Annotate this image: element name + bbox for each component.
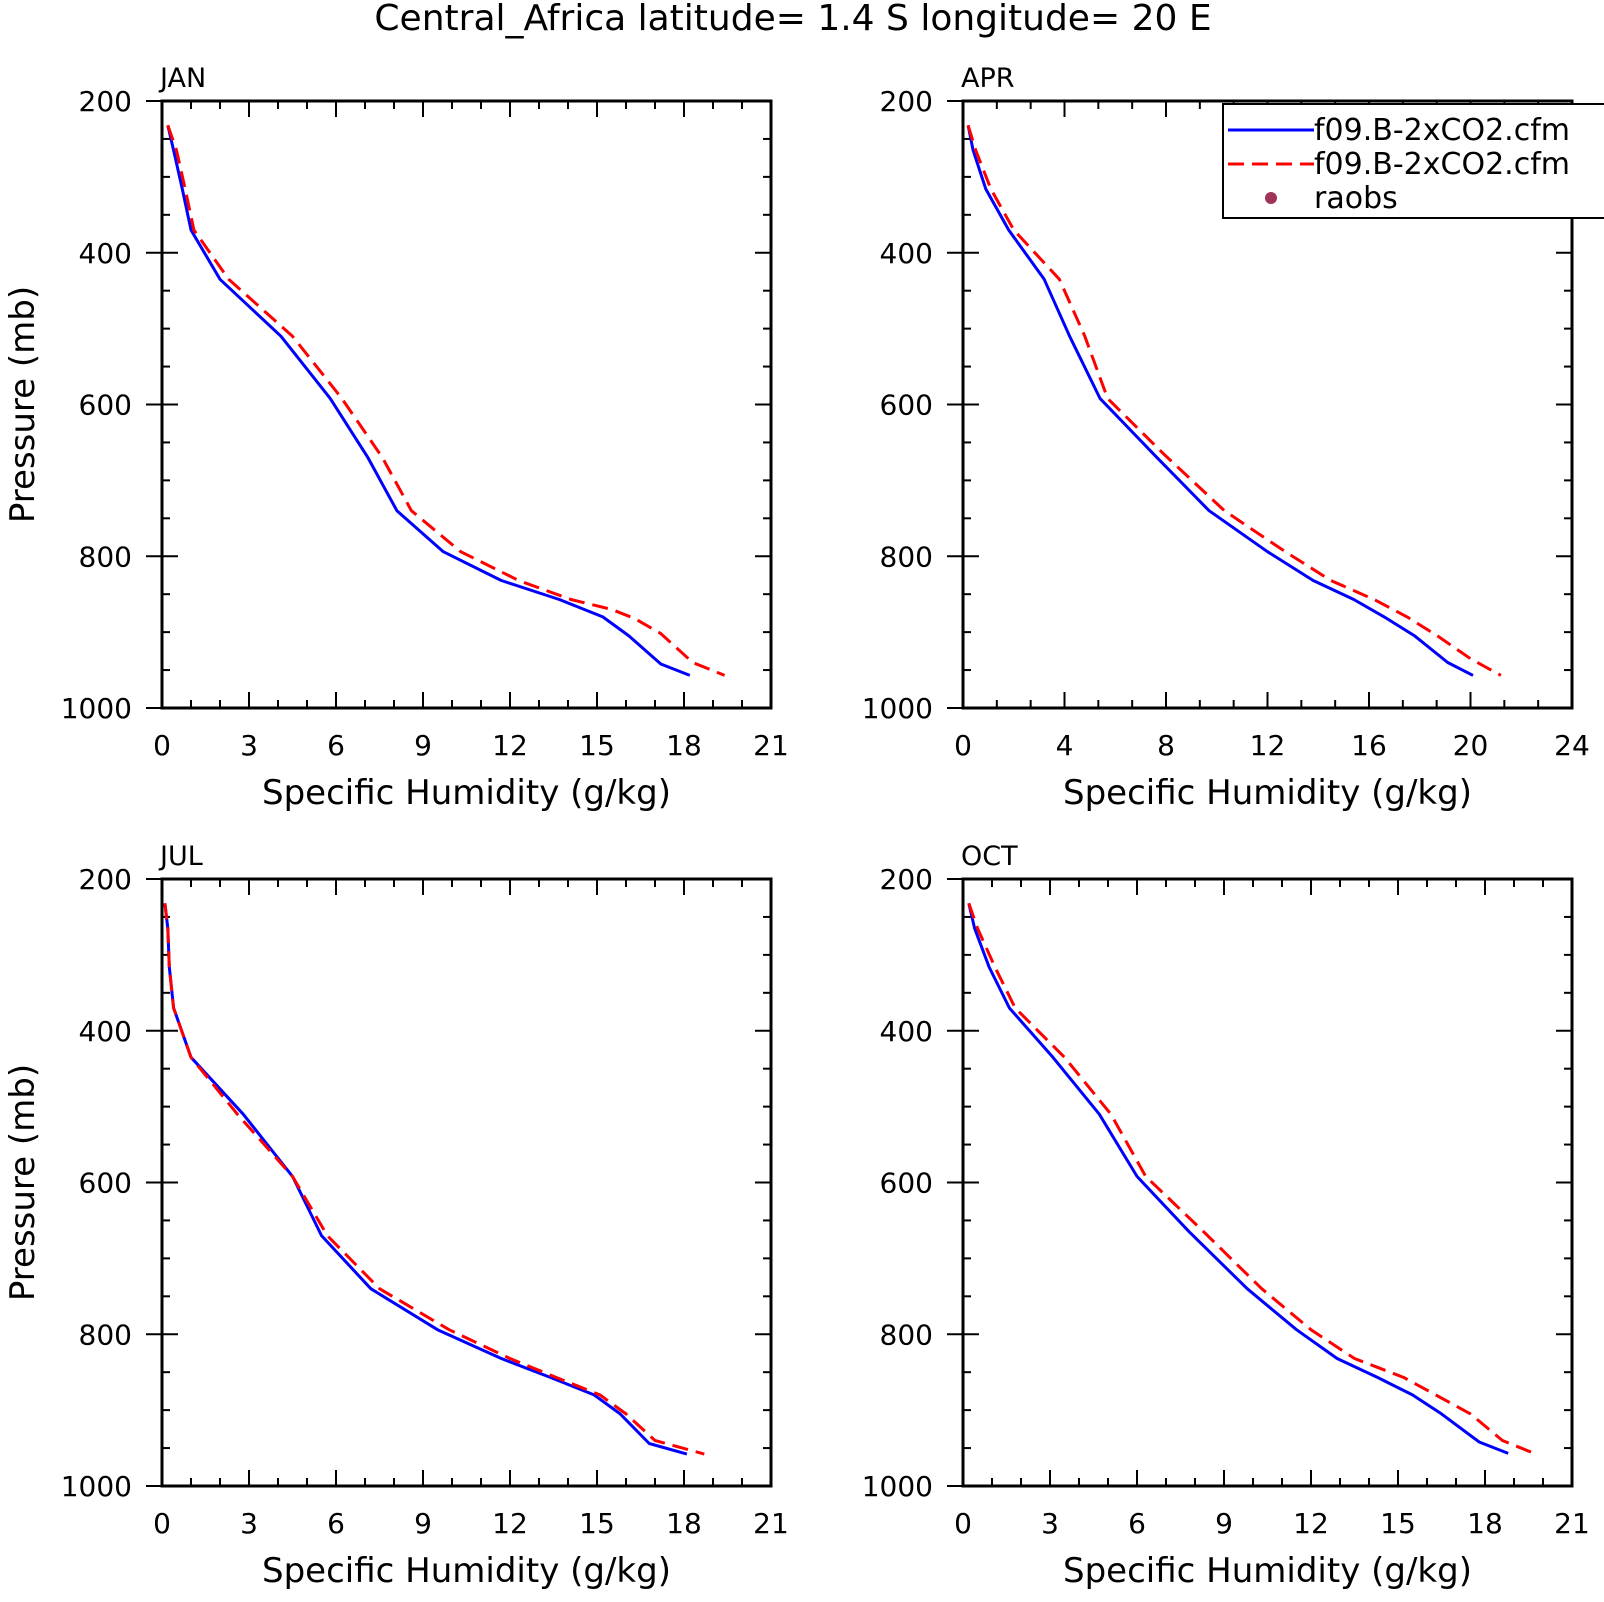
x-tick-label: 12 <box>492 729 528 762</box>
x-axis-label: Specific Humidity (g/kg) <box>262 773 671 813</box>
y-tick-label: 1000 <box>862 692 933 725</box>
series-line-1 <box>966 125 1474 677</box>
x-tick-label: 0 <box>153 1507 171 1540</box>
panel-label: JUL <box>158 841 203 872</box>
x-tick-label: 15 <box>579 729 615 762</box>
y-tick-label: 400 <box>880 237 933 270</box>
y-tick-label: 400 <box>880 1015 933 1048</box>
panel-jul: 0 3 6 9 12 15 18 21 200 400 600 800 1000 JUL Specific … <box>3 841 789 1591</box>
x-tick-label: 3 <box>240 729 258 762</box>
x-tick-label: 3 <box>1041 1507 1059 1540</box>
x-tick-label: 24 <box>1554 729 1590 762</box>
x-tick-label: 0 <box>954 1507 972 1540</box>
y-tick-label: 400 <box>79 1015 132 1048</box>
series-line-1 <box>163 903 688 1456</box>
panel-label: JAN <box>158 63 206 94</box>
x-tick-label: 21 <box>1554 1507 1590 1540</box>
series-line-2 <box>966 124 1502 677</box>
y-tick-label: 800 <box>79 540 132 573</box>
x-axis-label: Specific Humidity (g/kg) <box>1063 1551 1472 1591</box>
y-tick-label: 1000 <box>61 692 132 725</box>
panel-label: OCT <box>961 841 1018 872</box>
panel-label: APR <box>961 63 1015 94</box>
y-axis-label: Pressure (mb) <box>3 286 43 523</box>
y-tick-label: 200 <box>880 85 933 118</box>
y-tick-label: 600 <box>79 1167 132 1200</box>
x-tick-label: 0 <box>153 729 171 762</box>
plot-frame <box>961 877 1574 1488</box>
x-tick-label: 15 <box>579 1507 615 1540</box>
x-axis-label: Specific Humidity (g/kg) <box>262 1551 671 1591</box>
y-tick-label: 600 <box>79 389 132 422</box>
x-tick-label: 12 <box>492 1507 528 1540</box>
x-tick-label: 21 <box>753 1507 789 1540</box>
legend-box <box>1222 103 1604 219</box>
x-tick-label: 16 <box>1351 729 1387 762</box>
panel-apr: 0 4 8 12 16 20 24 200 400 600 800 1000 APR Specific H… <box>862 63 1590 813</box>
x-tick-label: 18 <box>666 729 702 762</box>
legend-label: f09.B-2xCO2.cfm <box>1314 113 1570 148</box>
y-tick-label: 1000 <box>61 1470 132 1503</box>
x-tick-label: 9 <box>414 1507 432 1540</box>
chart-panels: 0 3 6 9 12 15 18 212004006008001000JANSpecific … <box>3 63 1590 1591</box>
y-tick-label: 200 <box>880 863 933 896</box>
series-line-1 <box>166 124 691 677</box>
x-tick-label: 9 <box>414 729 432 762</box>
x-tick-label: 4 <box>1056 729 1074 762</box>
x-tick-label: 21 <box>753 729 789 762</box>
x-tick-label: 8 <box>1157 729 1175 762</box>
y-tick-label: 200 <box>79 863 132 896</box>
series-line-2 <box>166 124 726 677</box>
x-tick-label: 6 <box>327 1507 345 1540</box>
figure-title: Central_Africa latitude= 1.4 S longitude… <box>374 0 1211 39</box>
x-tick-label: 20 <box>1453 729 1489 762</box>
y-tick-label: 1000 <box>862 1470 933 1503</box>
x-tick-label: 18 <box>1467 1507 1503 1540</box>
x-tick-label: 9 <box>1215 1507 1233 1540</box>
panel-oct: 0 3 6 9 12 15 18 21 200 400 600 800 1000 OCT Specific … <box>862 841 1590 1591</box>
x-axis-label: Specific Humidity (g/kg) <box>1063 773 1472 813</box>
y-tick-label: 600 <box>880 389 933 422</box>
x-tick-label: 3 <box>240 1507 258 1540</box>
y-axis-label: Pressure (mb) <box>3 1064 43 1301</box>
y-tick-label: 400 <box>79 237 132 270</box>
y-tick-label: 200 <box>79 85 132 118</box>
series-line-2 <box>163 903 705 1456</box>
legend-label: f09.B-2xCO2.cfm <box>1314 147 1570 182</box>
plot-frame <box>160 99 773 710</box>
x-tick-label: 6 <box>1128 1507 1146 1540</box>
panel-jan: 0 3 6 9 12 15 18 21 200 400 600 800 1000 JAN Specific … <box>3 63 789 813</box>
series-line-2 <box>967 902 1535 1455</box>
x-tick-label: 12 <box>1293 1507 1329 1540</box>
legend-label: raobs <box>1314 181 1398 216</box>
x-tick-label: 12 <box>1250 729 1286 762</box>
y-tick-label: 800 <box>880 1318 933 1351</box>
x-tick-label: 6 <box>327 729 345 762</box>
y-tick-label: 800 <box>79 1318 132 1351</box>
plot-frame <box>160 877 773 1488</box>
y-tick-label: 600 <box>880 1167 933 1200</box>
x-tick-label: 15 <box>1380 1507 1416 1540</box>
legend-marker-raobs <box>1265 192 1277 204</box>
x-tick-label: 0 <box>954 729 972 762</box>
x-tick-label: 18 <box>666 1507 702 1540</box>
series-line-1 <box>967 902 1509 1455</box>
y-tick-label: 800 <box>880 540 933 573</box>
